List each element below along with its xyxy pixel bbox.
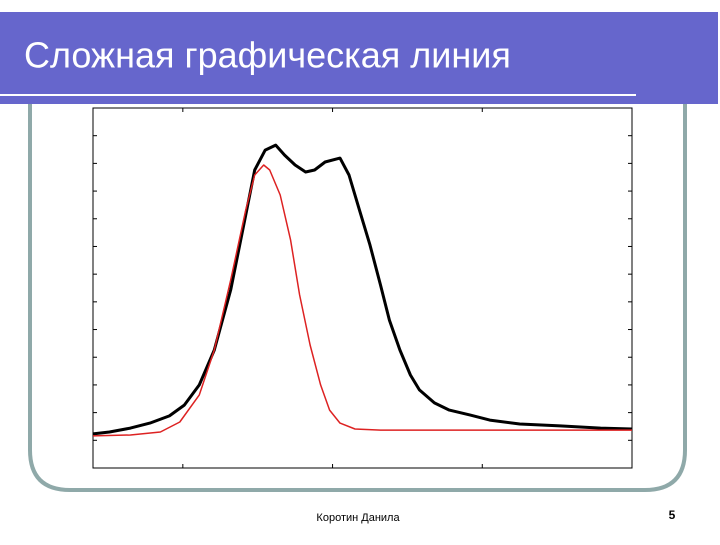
page-number: 5 xyxy=(669,508,676,522)
title-bar xyxy=(0,12,718,104)
series-line xyxy=(92,143,633,436)
frame xyxy=(28,100,687,492)
footer-author: Коротин Данила xyxy=(316,512,400,524)
series-line xyxy=(92,164,632,437)
slide-title: Сложная графическая линия xyxy=(24,35,511,76)
plot xyxy=(92,107,633,469)
